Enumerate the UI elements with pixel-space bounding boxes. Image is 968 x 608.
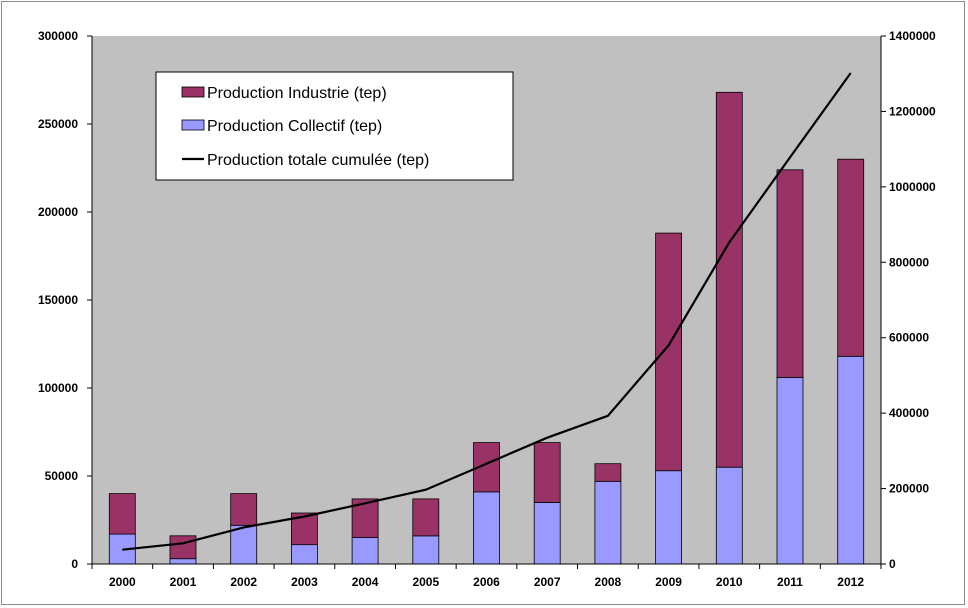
x-tick-label: 2004 [352, 575, 379, 589]
x-axis: 2000 2001 2002 2003 2004 2005 2006 2007 2008 2009… [91, 563, 882, 589]
left-tick-label: 300000 [38, 29, 78, 43]
right-tick-label: 600000 [889, 331, 929, 345]
left-tick-label: 250000 [38, 117, 78, 131]
legend: Production Industrie (tep) Production Col… [155, 71, 514, 181]
x-tick-label: 2003 [291, 575, 318, 589]
bar-collectif-2001 [169, 558, 197, 565]
legend-label: Production Collectif (tep) [207, 118, 382, 135]
bar-collectif-2012 [837, 355, 865, 565]
x-tick-label: 2012 [837, 575, 864, 589]
right-tick-label: 1000000 [889, 180, 936, 194]
x-tick-label: 2002 [230, 575, 257, 589]
x-tick-label: 2008 [595, 575, 622, 589]
right-tick-label: 0 [889, 557, 896, 571]
bar-collectif-2008 [594, 480, 622, 565]
bar-industrie-2002 [230, 493, 258, 526]
left-tick-label: 200000 [38, 205, 78, 219]
right-tick-label: 200000 [889, 482, 929, 496]
x-tick-label: 2007 [534, 575, 561, 589]
bar-industrie-2009 [655, 232, 682, 472]
bars [108, 91, 865, 565]
bar-collectif-2011 [776, 376, 804, 565]
legend-box [155, 71, 514, 181]
legend-swatch [181, 86, 205, 98]
left-tick-label: 150000 [38, 293, 78, 307]
bar-collectif-2003 [290, 544, 318, 565]
legend-label: Production Industrie (tep) [207, 85, 387, 102]
left-tick-label: 50000 [45, 469, 79, 483]
bar-industrie-2012 [837, 158, 865, 357]
right-tick-label: 800000 [889, 255, 929, 269]
line-series-total [122, 72, 852, 551]
bar-industrie-2008 [594, 463, 622, 482]
x-tick-label: 2005 [412, 575, 439, 589]
left-tick-label: 0 [71, 557, 78, 571]
bar-industrie-2001 [169, 535, 197, 560]
bar-collectif-2006 [473, 491, 500, 565]
bar-collectif-2010 [715, 466, 743, 565]
x-tick-label: 2009 [655, 575, 682, 589]
bar-industrie-2005 [412, 498, 440, 537]
x-tick-label: 2001 [170, 575, 197, 589]
bar-industrie-2000 [108, 493, 136, 535]
legend-swatch [181, 119, 205, 131]
left-y-axis: 0 50000 100000 150000 200000 250000 300000 [38, 29, 93, 571]
right-y-axis: 0 200000 400000 600000 800000 1000000 1200000 1… [880, 29, 936, 571]
bar-collectif-2005 [412, 535, 440, 565]
bar-industrie-2011 [776, 169, 804, 378]
bar-collectif-2002 [230, 524, 258, 565]
bar-collectif-2009 [655, 470, 682, 565]
left-tick-label: 100000 [38, 381, 78, 395]
x-tick-label: 2000 [109, 575, 136, 589]
right-tick-label: 1200000 [889, 104, 936, 118]
x-tick-label: 2011 [777, 575, 803, 589]
bar-collectif-2007 [533, 501, 561, 565]
bar-industrie-2007 [533, 442, 561, 503]
x-tick-label: 2010 [716, 575, 743, 589]
right-tick-label: 1400000 [889, 29, 936, 43]
legend-label: Production totale cumulée (tep) [207, 152, 429, 169]
right-tick-label: 400000 [889, 406, 929, 420]
x-tick-label: 2006 [473, 575, 500, 589]
bar-industrie-2010 [715, 91, 743, 468]
bar-collectif-2004 [351, 537, 379, 565]
